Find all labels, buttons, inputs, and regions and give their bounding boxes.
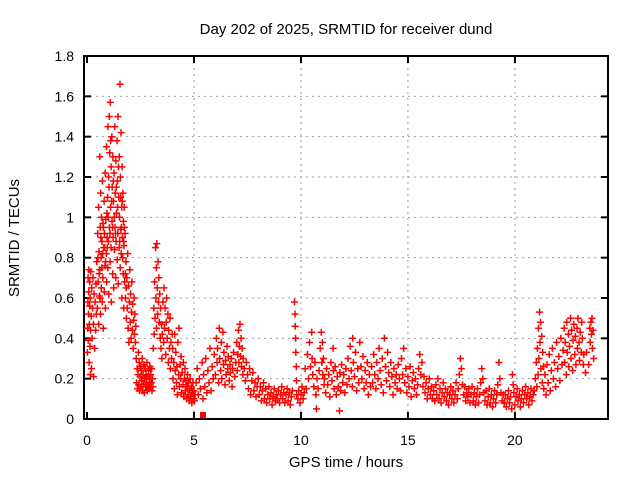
y-tick-label: 1.2 [55, 169, 75, 185]
x-tick-label: 5 [190, 432, 198, 448]
gridlines [84, 56, 608, 419]
y-tick-label: 0.8 [55, 250, 75, 266]
square-data-point [199, 411, 206, 418]
axis-ticks [84, 55, 608, 420]
y-tick-label: 0.6 [55, 290, 75, 306]
y-axis-label: SRMTID / TECUs [6, 179, 23, 297]
data-point-markers [83, 80, 598, 415]
x-tick-label: 20 [507, 432, 523, 448]
y-tick-label: 1 [66, 209, 74, 225]
plot-border-rect [83, 55, 609, 420]
plot-border [83, 55, 609, 420]
x-axis-label: GPS time / hours [289, 454, 403, 471]
x-tick-label: 15 [400, 432, 416, 448]
y-tick-label: 1.4 [55, 129, 75, 145]
y-tick-label: 1.6 [55, 88, 75, 104]
y-tick-label: 1.8 [55, 48, 75, 64]
y-tick-label: 0 [66, 411, 74, 427]
x-tick-label: 10 [293, 432, 309, 448]
x-tick-label: 0 [83, 432, 91, 448]
y-tick-label: 0.4 [55, 330, 75, 346]
chart-title: Day 202 of 2025, SRMTID for receiver dun… [200, 21, 493, 38]
tick-labels: 0 5 10 15 20 0 0.2 0.4 0.6 0.8 1 1.2 1.4 1.6 1.8 [55, 48, 523, 448]
y-tick-label: 0.2 [55, 371, 75, 387]
scatter-points [83, 80, 598, 418]
